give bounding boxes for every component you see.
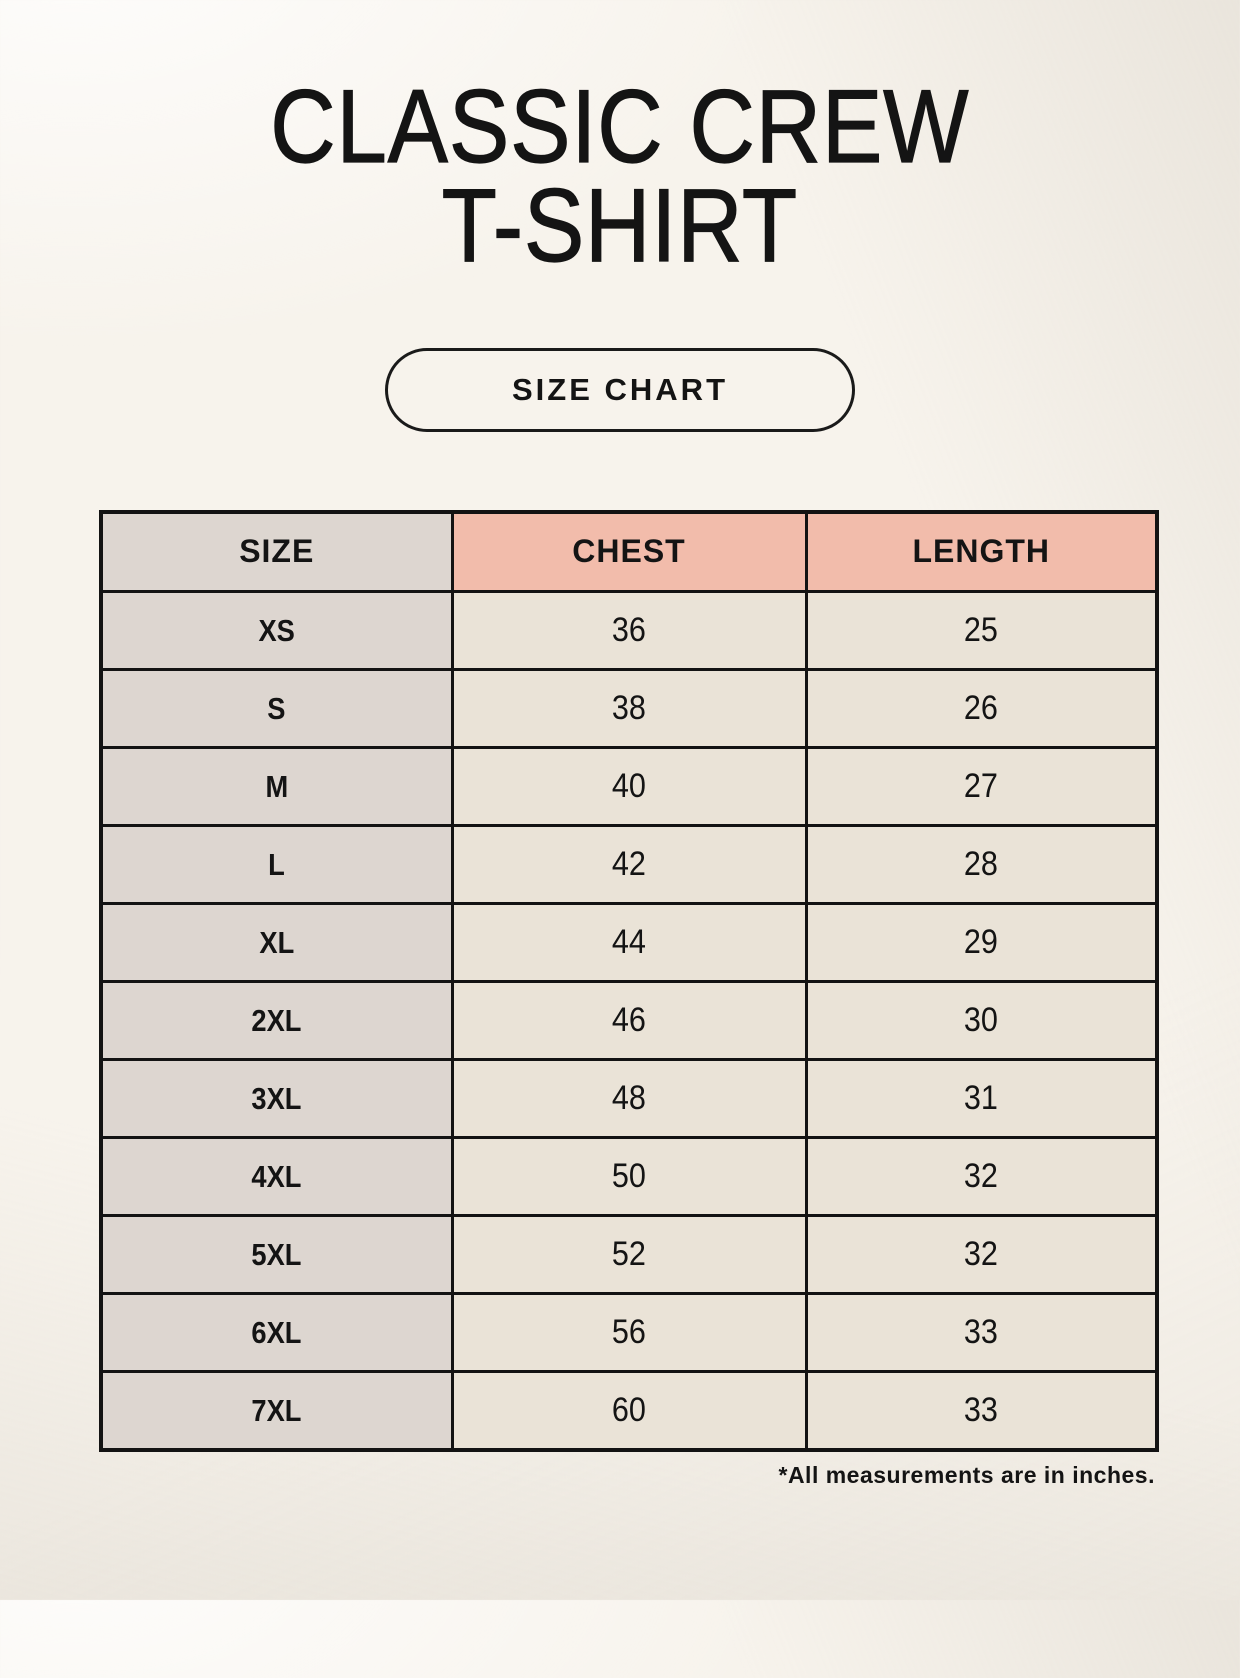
size-cell: 3XL (99, 1058, 454, 1140)
size-label: 4XL (251, 1159, 302, 1195)
length-cell: 31 (804, 1058, 1159, 1140)
table-row: 7XL 60 33 (99, 1370, 1159, 1452)
chest-cell: 44 (450, 902, 808, 984)
length-cell: 33 (804, 1370, 1159, 1452)
size-label: 5XL (251, 1237, 302, 1273)
size-table: SIZE CHEST LENGTH XS 36 25 S 38 26 M 40 … (99, 509, 1159, 1452)
chest-cell: 50 (450, 1136, 808, 1218)
size-label: 3XL (251, 1081, 302, 1117)
size-label: 7XL (251, 1392, 302, 1428)
length-value: 30 (964, 1001, 999, 1040)
chest-cell: 36 (450, 590, 808, 672)
size-label: XS (258, 613, 295, 649)
size-cell: 7XL (99, 1370, 454, 1452)
size-cell: S (99, 668, 454, 750)
table-row: 2XL 46 30 (99, 980, 1159, 1062)
title-line-2: T-SHIRT (441, 167, 799, 284)
size-chart-button[interactable]: SIZE CHART (385, 347, 855, 432)
size-label: S (267, 691, 286, 727)
chest-value: 60 (611, 1390, 647, 1429)
chest-value: 38 (611, 689, 647, 728)
size-label: M (265, 769, 289, 805)
table-row: 4XL 50 32 (99, 1136, 1159, 1218)
chest-cell: 40 (450, 746, 808, 828)
column-header-chest: CHEST (450, 510, 808, 594)
chest-cell: 38 (450, 668, 808, 750)
chest-value: 36 (611, 611, 647, 650)
length-cell: 25 (804, 590, 1159, 672)
length-value: 32 (964, 1235, 999, 1274)
length-cell: 32 (804, 1136, 1159, 1218)
size-chart-page: CLASSIC CREW T-SHIRT SIZE CHART SIZE CHES… (0, 74, 1240, 1678)
length-value: 32 (964, 1157, 999, 1196)
chest-value: 42 (611, 845, 647, 884)
table-row: S 38 26 (99, 668, 1159, 750)
page-title-text: CLASSIC CREW T-SHIRT (270, 74, 969, 278)
length-value: 33 (964, 1390, 999, 1429)
chest-cell: 42 (450, 824, 808, 906)
table-row: M 40 27 (99, 746, 1159, 828)
length-cell: 29 (804, 902, 1159, 984)
chest-value: 52 (611, 1235, 647, 1274)
column-header-size: SIZE (99, 510, 454, 594)
length-value: 29 (964, 923, 999, 962)
title-line-1: CLASSIC CREW (270, 69, 970, 185)
chest-cell: 46 (450, 980, 808, 1062)
length-cell: 32 (804, 1214, 1159, 1296)
length-value: 27 (964, 767, 999, 806)
size-cell: 5XL (99, 1214, 454, 1296)
column-header-length: LENGTH (804, 510, 1159, 594)
chest-value: 56 (611, 1313, 647, 1352)
chest-value: 50 (611, 1157, 647, 1196)
length-cell: 30 (804, 980, 1159, 1062)
table-header-row: SIZE CHEST LENGTH (99, 510, 1159, 594)
length-value: 28 (964, 845, 999, 884)
length-value: 25 (964, 611, 999, 650)
size-cell: L (99, 824, 454, 906)
size-label: L (268, 847, 286, 883)
chest-cell: 60 (450, 1370, 808, 1452)
length-cell: 26 (804, 668, 1159, 750)
chest-cell: 52 (450, 1214, 808, 1296)
length-value: 26 (964, 689, 999, 728)
page-title: CLASSIC CREW T-SHIRT (0, 74, 1240, 278)
length-value: 31 (964, 1079, 999, 1118)
chest-cell: 48 (450, 1058, 808, 1140)
size-cell: 4XL (99, 1136, 454, 1218)
table-row: XS 36 25 (99, 590, 1159, 672)
chest-value: 48 (611, 1079, 647, 1118)
size-label: 2XL (251, 1003, 302, 1039)
size-cell: 2XL (99, 980, 454, 1062)
chest-value: 46 (611, 1001, 647, 1040)
table-row: XL 44 29 (99, 902, 1159, 984)
length-value: 33 (964, 1313, 999, 1352)
size-cell: 6XL (99, 1292, 454, 1374)
chest-value: 44 (611, 923, 647, 962)
chest-value: 40 (611, 767, 647, 806)
length-cell: 33 (804, 1292, 1159, 1374)
measurements-note: *All measurements are in inches. (778, 1461, 1155, 1488)
table-row: 5XL 52 32 (99, 1214, 1159, 1296)
size-cell: M (99, 746, 454, 828)
size-cell: XL (99, 902, 454, 984)
table-row: 3XL 48 31 (99, 1058, 1159, 1140)
length-cell: 27 (804, 746, 1159, 828)
size-chart-badge-row: SIZE CHART (0, 347, 1240, 432)
table-row: L 42 28 (99, 824, 1159, 906)
size-cell: XS (99, 590, 454, 672)
chest-cell: 56 (450, 1292, 808, 1374)
size-label: 6XL (251, 1315, 302, 1351)
size-label: XL (259, 925, 295, 961)
length-cell: 28 (804, 824, 1159, 906)
table-row: 6XL 56 33 (99, 1292, 1159, 1374)
